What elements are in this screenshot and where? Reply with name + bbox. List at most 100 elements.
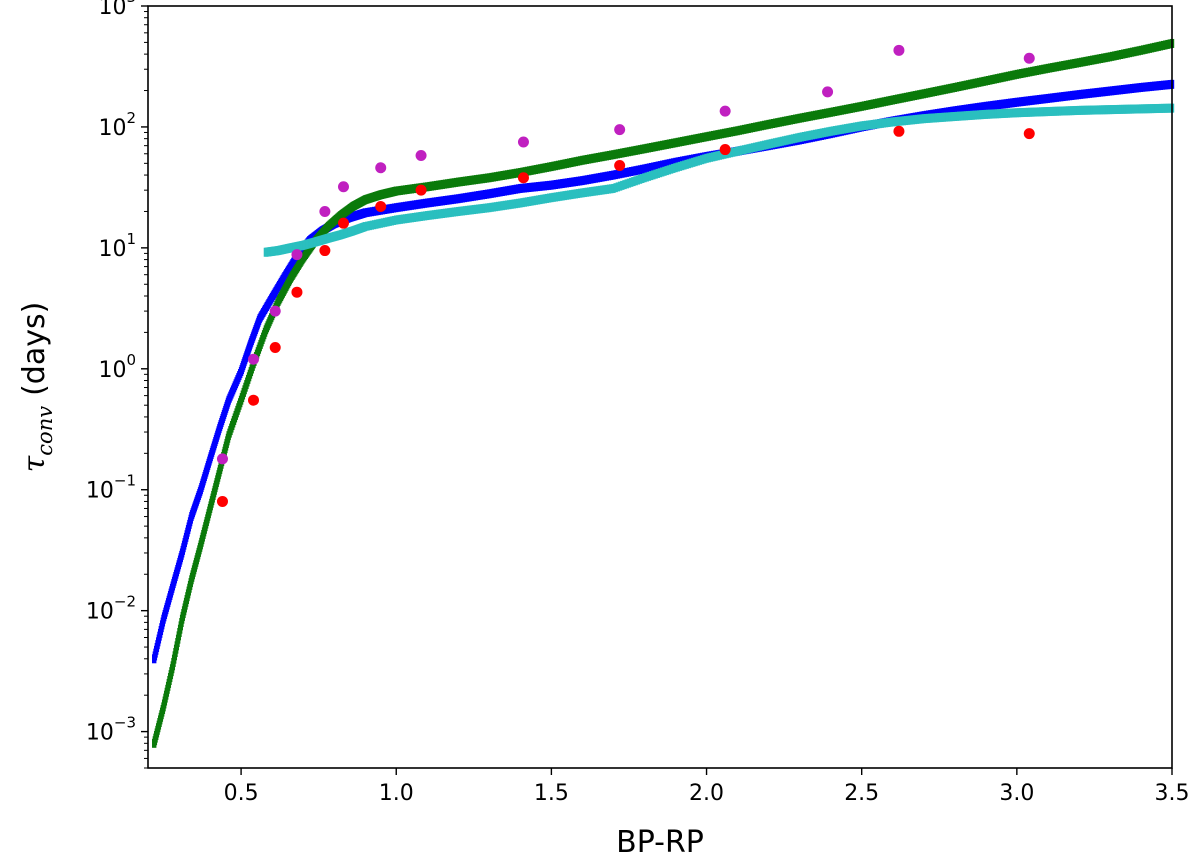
series-2-point [866, 120, 871, 130]
series-0-point [990, 100, 995, 110]
series-1-point [531, 165, 536, 175]
series-4-point [1023, 128, 1035, 140]
series-1-point [1070, 59, 1075, 69]
series-1-point [480, 174, 485, 184]
series-2-point [695, 156, 700, 166]
series-2-point [804, 131, 809, 141]
series-0-point [387, 204, 392, 214]
series-0-point [950, 106, 955, 116]
series-0-point [615, 169, 621, 179]
series-0-point [1070, 90, 1075, 100]
series-1-point [779, 117, 785, 127]
series-2-point [673, 163, 678, 173]
series-2-point [1045, 107, 1051, 117]
series-1-point [728, 127, 734, 137]
series-1-point [407, 184, 412, 194]
series-0-point [644, 163, 649, 173]
series-0-point [482, 189, 488, 199]
series-1-point [914, 90, 920, 100]
series-1-point [527, 166, 532, 176]
series-0-point [979, 102, 984, 112]
series-2-point [471, 205, 477, 215]
series-3-point [216, 453, 228, 465]
series-0-point [637, 165, 643, 175]
series-2-point [742, 145, 747, 155]
series-2-point [852, 122, 858, 132]
series-2-point [1083, 105, 1088, 115]
series-1-point [877, 98, 882, 108]
series-1-point [912, 91, 918, 101]
series-0-point [996, 100, 1002, 110]
series-2-point [1030, 107, 1035, 117]
series-2-point [710, 152, 716, 162]
series-0-point [1127, 84, 1133, 94]
series-3 [216, 44, 1035, 465]
series-0-point [1001, 99, 1006, 109]
series-0-point [948, 106, 953, 116]
series-2-point [518, 198, 523, 208]
series-2-point [859, 121, 864, 131]
series-1-point [735, 126, 740, 136]
series-1-point [400, 185, 406, 195]
series-2-point [615, 182, 621, 192]
series-2-point [502, 200, 508, 210]
x-tick-label: 2.5 [844, 781, 879, 806]
series-1-point [808, 111, 813, 121]
series-0-point [994, 100, 1000, 110]
series-2-point [941, 112, 946, 122]
series-0-point [657, 161, 663, 171]
series-1-point [438, 180, 443, 190]
series-1-point [1016, 69, 1022, 79]
series-2-point [855, 122, 860, 132]
series-2-point [1027, 107, 1033, 117]
series-1-point [777, 117, 782, 127]
series-0-point [624, 167, 629, 177]
series-2-point [1149, 104, 1155, 114]
series-1-point [431, 181, 437, 191]
series-2-point [613, 183, 618, 193]
series-1-point [855, 102, 860, 112]
series-1-point [903, 92, 909, 102]
series-0-point [662, 160, 667, 170]
y-tick-label-base: 10 [98, 116, 126, 141]
series-2-point [713, 151, 718, 161]
series-1-point [879, 97, 884, 107]
series-2-point [405, 213, 410, 223]
series-2-point [438, 209, 443, 219]
series-2-point [606, 184, 612, 194]
series-2-point [1156, 103, 1161, 113]
series-0-point [555, 179, 561, 189]
series-1-point [801, 112, 807, 122]
series-2-point [484, 203, 490, 213]
series-0-point [1109, 86, 1115, 96]
series-2-point [489, 202, 494, 212]
series-1-point [1103, 53, 1108, 63]
series-0-point [660, 160, 665, 170]
series-1-point [691, 134, 696, 144]
series-0-point [511, 185, 516, 195]
series-1-point [626, 147, 632, 157]
series-0-point [589, 174, 594, 184]
series-2-point [921, 114, 926, 124]
series-2-point [1112, 105, 1117, 115]
series-1-point [952, 82, 957, 92]
series-2-point [744, 144, 749, 154]
series-2-point [1067, 106, 1073, 116]
series-1-point [1112, 51, 1117, 61]
series-2-point [1056, 106, 1062, 116]
series-0-point [400, 202, 406, 212]
series-0-point [631, 166, 636, 176]
series-1-point [875, 98, 880, 108]
series-0-point [578, 176, 583, 186]
series-0-point [442, 196, 448, 206]
series-2-point [779, 136, 785, 146]
y-tick-label: 100 [98, 351, 136, 383]
series-2-point [376, 219, 381, 229]
series-0-point [635, 165, 641, 175]
series-2-point [788, 134, 793, 144]
series-2-point [1043, 107, 1048, 117]
series-1-point [1116, 50, 1122, 60]
series-1-point [839, 105, 844, 115]
series-1-point [1063, 60, 1068, 70]
series-2-point [1016, 108, 1022, 118]
